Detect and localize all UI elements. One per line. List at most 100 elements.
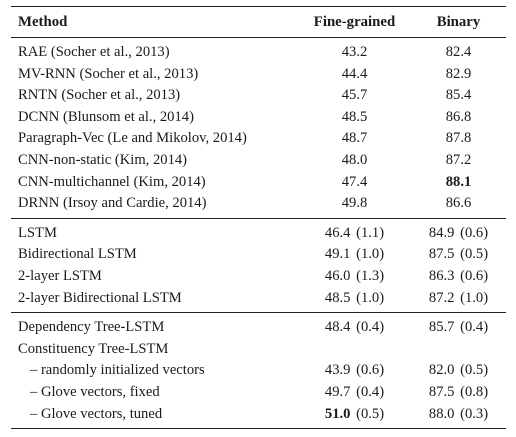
fine-grained-value: 49.7	[324, 383, 351, 400]
method-cell: RNTN (Socher et al., 2013)	[18, 87, 181, 104]
method-cell: Paragraph-Vec (Le and Mikolov, 2014)	[18, 130, 247, 147]
fine-grained-cell: 49.1 (1.0)	[298, 244, 411, 266]
fine-grained-value: 49.8	[341, 195, 368, 212]
method-cell: RAE (Socher et al., 2013)	[18, 44, 170, 60]
fine-grained-cell: 47.4	[298, 172, 411, 194]
binary-cell: 82.4	[411, 38, 506, 64]
binary-value: 86.3	[428, 267, 455, 284]
header-method: Method	[11, 6, 298, 38]
row-group: Dependency Tree-LSTM 48.4 (0.4) 85.7 (0.4)…	[11, 312, 506, 430]
binary-value: 88.1	[445, 173, 472, 190]
binary-cell: 84.9 (0.6)	[411, 217, 506, 245]
table-row: Dependency Tree-LSTM 48.4 (0.4) 85.7 (0.4)	[11, 312, 506, 339]
table-row: – randomly initialized vectors 43.9 (0.6)…	[11, 360, 506, 382]
binary-value: 87.5	[428, 383, 455, 400]
fine-grained-value: 48.5	[324, 289, 351, 306]
fine-grained-cell: 44.4	[298, 64, 411, 86]
table-row: Paragraph-Vec (Le and Mikolov, 2014) 48.7…	[11, 128, 506, 150]
binary-std: (0.5)	[460, 246, 489, 263]
binary-value: 82.4	[445, 44, 472, 60]
method-cell: LSTM	[11, 217, 298, 245]
fine-grained-std: (0.4)	[356, 319, 385, 336]
binary-std: (1.0)	[460, 289, 489, 306]
binary-std: (0.6)	[460, 224, 489, 241]
fine-grained-value: 49.1	[324, 246, 351, 263]
fine-grained-value: 43.2	[341, 44, 368, 60]
binary-std: (0.8)	[460, 383, 489, 400]
table-row: RNTN (Socher et al., 2013) 45.7 85.4	[11, 85, 506, 107]
fine-grained-value: 48.4	[324, 319, 351, 336]
method-cell: – Glove vectors, tuned	[11, 403, 298, 430]
row-group: LSTM 46.4 (1.1) 84.9 (0.6) Bidirectional LS…	[11, 217, 506, 313]
method-cell: CNN-non-static (Kim, 2014)	[18, 151, 188, 168]
fine-grained-cell: 49.7 (0.4)	[298, 382, 411, 404]
binary-value: 84.9	[428, 224, 455, 241]
method-cell: 2-layer Bidirectional LSTM	[18, 289, 182, 306]
table-row: – Glove vectors, tuned 51.0 (0.5) 88.0 (0.…	[11, 403, 506, 430]
binary-value: 87.2	[428, 289, 455, 306]
binary-cell: 87.2 (1.0)	[411, 288, 506, 313]
method-cell: – randomly initialized vectors	[30, 362, 205, 379]
binary-cell: 86.8	[411, 107, 506, 129]
fine-grained-cell: 46.4 (1.1)	[298, 217, 411, 245]
method-cell: Constituency Tree-LSTM	[18, 340, 169, 357]
binary-cell: 87.2	[411, 150, 506, 172]
results-table: Method Fine-grained Binary RAE (Socher e…	[11, 6, 506, 430]
fine-grained-cell: 48.5	[298, 107, 411, 129]
table-header: Method Fine-grained Binary	[11, 6, 506, 38]
table-row: RAE (Socher et al., 2013) 43.2 82.4	[11, 38, 506, 64]
method-cell: MV-RNN (Socher et al., 2013)	[18, 65, 199, 82]
fine-grained-std: (0.6)	[356, 362, 385, 379]
fine-grained-value: 48.7	[341, 130, 368, 147]
method-cell: – Glove vectors, fixed	[30, 383, 160, 400]
binary-value: 85.7	[428, 319, 455, 336]
binary-cell: 85.4	[411, 85, 506, 107]
binary-cell	[411, 339, 506, 361]
method-cell: DRNN (Irsoy and Cardie, 2014)	[18, 195, 207, 212]
fine-grained-value: 44.4	[341, 65, 368, 82]
binary-value: 86.8	[445, 108, 472, 125]
binary-value: 82.9	[445, 65, 472, 82]
binary-std: (0.3)	[460, 405, 489, 422]
table-row: MV-RNN (Socher et al., 2013) 44.4 82.9	[11, 64, 506, 86]
table-row: – Glove vectors, fixed 49.7 (0.4) 87.5 (0.…	[11, 382, 506, 404]
table-row: 2-layer Bidirectional LSTM 48.5 (1.0) 87.2…	[11, 288, 506, 313]
table-row: CNN-multichannel (Kim, 2014) 47.4 88.1	[11, 172, 506, 194]
binary-value: 85.4	[445, 87, 472, 104]
table-row: 2-layer LSTM 46.0 (1.3) 86.3 (0.6)	[11, 266, 506, 288]
binary-cell: 88.0 (0.3)	[411, 403, 506, 430]
fine-grained-cell: 48.7	[298, 128, 411, 150]
binary-value: 87.2	[445, 151, 472, 168]
fine-grained-value: 46.4	[324, 224, 351, 241]
binary-value: 87.5	[428, 246, 455, 263]
method-cell: Dependency Tree-LSTM	[11, 312, 298, 339]
fine-grained-std: (0.4)	[356, 383, 385, 400]
method-cell: 2-layer LSTM	[18, 267, 102, 284]
binary-cell: 87.8	[411, 128, 506, 150]
fine-grained-value: 48.0	[341, 151, 368, 168]
binary-value: 86.6	[445, 195, 472, 212]
method-cell: DCNN (Blunsom et al., 2014)	[18, 108, 194, 125]
binary-value: 82.0	[428, 362, 455, 379]
binary-cell: 82.0 (0.5)	[411, 360, 506, 382]
fine-grained-value: 46.0	[324, 267, 351, 284]
fine-grained-value: 43.9	[324, 362, 351, 379]
binary-cell: 87.5 (0.8)	[411, 382, 506, 404]
fine-grained-value: 47.4	[341, 173, 368, 190]
fine-grained-cell: 48.0	[298, 150, 411, 172]
binary-cell: 88.1	[411, 172, 506, 194]
table-row: Bidirectional LSTM 49.1 (1.0) 87.5 (0.5)	[11, 244, 506, 266]
binary-cell: 82.9	[411, 64, 506, 86]
fine-grained-cell: 48.4 (0.4)	[298, 312, 411, 339]
method-cell: CNN-multichannel (Kim, 2014)	[18, 173, 206, 190]
fine-grained-cell: 49.8	[298, 193, 411, 218]
table-row: CNN-non-static (Kim, 2014) 48.0 87.2	[11, 150, 506, 172]
fine-grained-value: 48.5	[341, 108, 368, 125]
fine-grained-std: (1.3)	[356, 267, 385, 284]
binary-value: 87.8	[445, 130, 472, 147]
header-fine-grained: Fine-grained	[298, 6, 411, 38]
fine-grained-cell: 43.9 (0.6)	[298, 360, 411, 382]
binary-cell: 87.5 (0.5)	[411, 244, 506, 266]
header-binary: Binary	[411, 6, 506, 38]
binary-value: 88.0	[428, 405, 455, 422]
